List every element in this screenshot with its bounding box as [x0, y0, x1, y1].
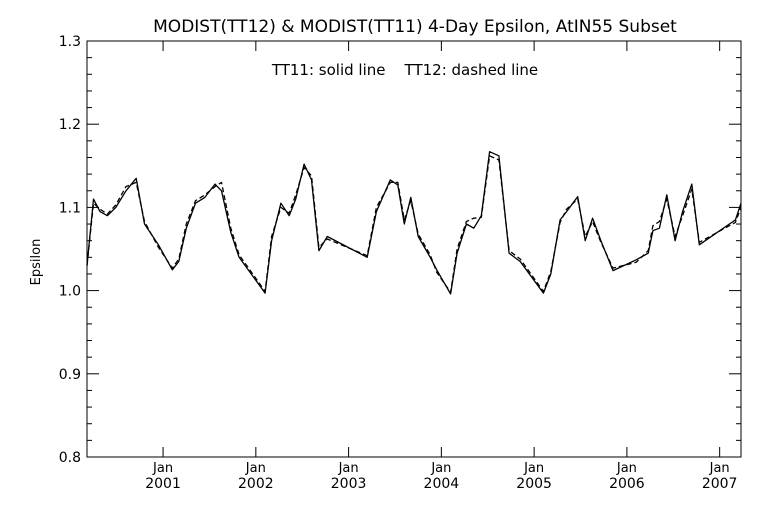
y-tick-label: 0.9	[59, 367, 81, 383]
axis-ticks: 0.80.91.01.11.21.3Jan2001Jan2002Jan2003J…	[59, 34, 741, 492]
plot-frame	[86, 40, 742, 458]
series-line-dashed	[86, 155, 742, 293]
x-tick-year-label: 2001	[145, 476, 181, 492]
x-tick-month-label: Jan	[430, 461, 451, 476]
series-line-solid	[86, 151, 742, 295]
x-tick-year-label: 2007	[702, 476, 738, 492]
x-tick-year-label: 2004	[424, 476, 460, 492]
x-tick-month-label: Jan	[338, 461, 359, 476]
x-tick-month-label: Jan	[523, 461, 544, 476]
x-tick-month-label: Jan	[616, 461, 637, 476]
chart-title: MODIST(TT12) & MODIST(TT11) 4-Day Epsilo…	[153, 17, 677, 37]
x-tick-month-label: Jan	[245, 461, 266, 476]
x-tick-month-label: Jan	[152, 461, 173, 476]
x-tick-year-label: 2006	[609, 476, 645, 492]
y-tick-label: 1.2	[59, 117, 81, 133]
y-tick-label: 1.0	[59, 284, 81, 300]
series-lines	[86, 151, 742, 295]
x-tick-year-label: 2005	[516, 476, 552, 492]
y-axis-label: Epsilon	[29, 239, 44, 286]
x-tick-year-label: 2003	[331, 476, 367, 492]
y-tick-label: 1.1	[59, 200, 81, 216]
y-tick-label: 0.8	[59, 450, 81, 466]
y-tick-label: 1.3	[59, 34, 81, 50]
x-tick-year-label: 2002	[238, 476, 274, 492]
x-tick-month-label: Jan	[709, 461, 730, 476]
series-style-annotation: TT11: solid line TT12: dashed line	[271, 61, 538, 79]
